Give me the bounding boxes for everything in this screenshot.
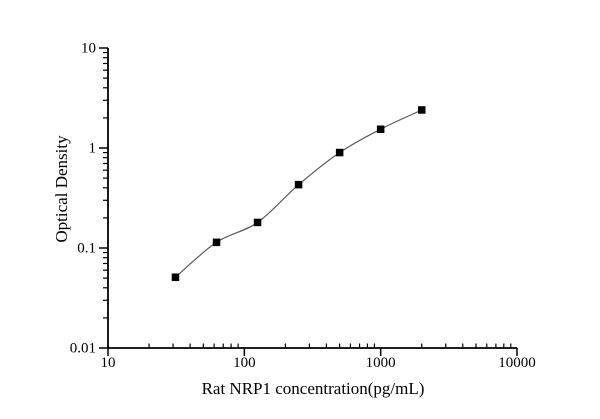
tick-labels: 10 100 1000 10000 10 1 0.1 0.01 bbox=[70, 41, 536, 372]
data-point-marker bbox=[418, 106, 426, 114]
y-tick-label: 10 bbox=[81, 41, 96, 57]
data-point-marker bbox=[294, 180, 303, 189]
y-tick-label: 0.1 bbox=[77, 241, 96, 257]
x-tick-label: 10 bbox=[101, 355, 116, 371]
x-tick-label: 10000 bbox=[498, 355, 536, 371]
data-point-marker bbox=[335, 148, 344, 157]
axes bbox=[107, 48, 517, 349]
data-series bbox=[171, 106, 426, 281]
minor-ticks bbox=[103, 51, 512, 348]
y-axis-title: Optical Density bbox=[52, 135, 71, 243]
data-point-marker bbox=[376, 125, 385, 133]
fitted-curve-line bbox=[175, 109, 422, 278]
x-tick-label: 100 bbox=[233, 355, 256, 371]
x-tick-label: 1000 bbox=[366, 355, 396, 371]
x-axis-title: Rat NRP1 concentration(pg/mL) bbox=[202, 379, 425, 398]
major-ticks bbox=[99, 47, 518, 356]
data-point-marker bbox=[212, 238, 221, 247]
data-point-marker bbox=[253, 218, 262, 227]
y-tick-label: 1 bbox=[89, 141, 97, 157]
data-point-marker bbox=[171, 273, 180, 281]
y-tick-label: 0.01 bbox=[70, 341, 96, 357]
